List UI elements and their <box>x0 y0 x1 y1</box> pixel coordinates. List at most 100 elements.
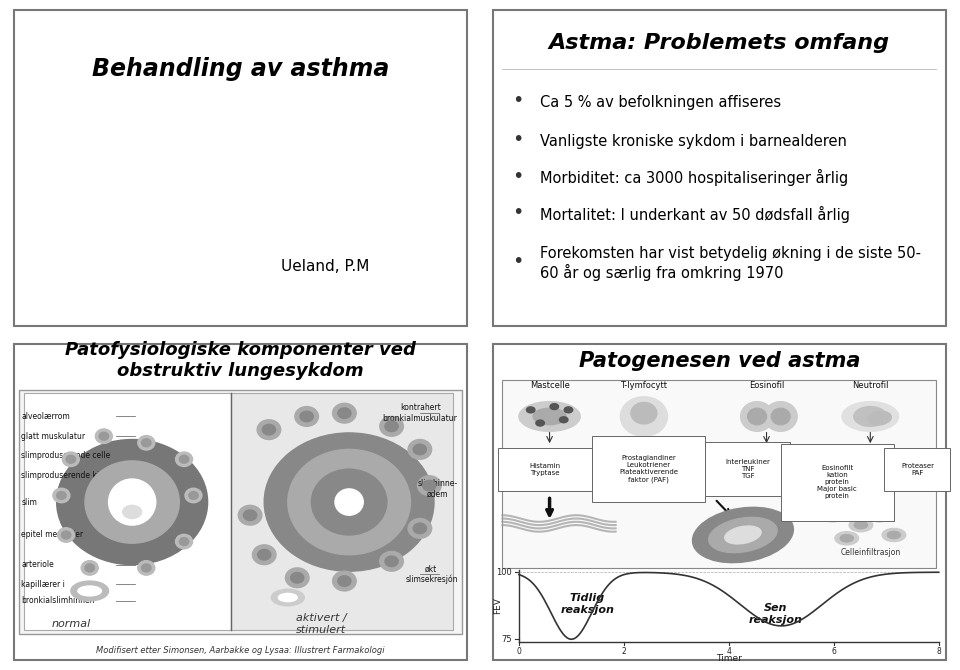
Ellipse shape <box>85 461 180 543</box>
Ellipse shape <box>332 572 356 591</box>
Text: Mortalitet: I underkant av 50 dødsfall årlig: Mortalitet: I underkant av 50 dødsfall å… <box>540 206 851 222</box>
Ellipse shape <box>244 510 256 521</box>
Text: Prostaglandiner
Leukotriener
Plateaktiverende
faktor (PAF): Prostaglandiner Leukotriener Plateaktive… <box>619 456 678 483</box>
Text: Interleukiner
TNF
TGF: Interleukiner TNF TGF <box>725 459 770 479</box>
Ellipse shape <box>418 476 441 496</box>
Ellipse shape <box>189 492 198 499</box>
Ellipse shape <box>262 424 276 435</box>
Ellipse shape <box>311 469 387 535</box>
Ellipse shape <box>413 523 426 534</box>
Ellipse shape <box>560 417 568 423</box>
FancyBboxPatch shape <box>14 10 467 326</box>
Ellipse shape <box>82 561 98 575</box>
Text: 6: 6 <box>831 647 836 656</box>
Text: kapillærer i: kapillærer i <box>21 580 65 589</box>
Ellipse shape <box>526 407 535 413</box>
Text: •: • <box>512 253 523 271</box>
Ellipse shape <box>66 456 76 463</box>
Ellipse shape <box>868 509 892 522</box>
Ellipse shape <box>550 403 559 409</box>
Ellipse shape <box>58 528 75 542</box>
Ellipse shape <box>422 480 436 491</box>
Ellipse shape <box>62 452 80 466</box>
FancyBboxPatch shape <box>493 344 946 660</box>
Ellipse shape <box>385 421 398 431</box>
Ellipse shape <box>278 594 298 602</box>
Ellipse shape <box>291 572 303 583</box>
Ellipse shape <box>180 456 189 463</box>
Text: •: • <box>512 203 523 222</box>
Ellipse shape <box>338 576 351 586</box>
Ellipse shape <box>180 537 189 545</box>
FancyBboxPatch shape <box>231 393 453 630</box>
Ellipse shape <box>141 439 151 447</box>
Ellipse shape <box>238 505 262 525</box>
Ellipse shape <box>95 429 112 444</box>
Text: T-lymfocytt: T-lymfocytt <box>620 381 667 390</box>
Ellipse shape <box>564 407 573 413</box>
Text: •: • <box>512 131 523 149</box>
Text: 8: 8 <box>936 647 941 656</box>
Ellipse shape <box>138 561 155 575</box>
Ellipse shape <box>725 526 761 544</box>
Ellipse shape <box>71 581 108 601</box>
Text: Eosinofilt
kation
protein
Major basic
protein: Eosinofilt kation protein Major basic pr… <box>817 465 857 499</box>
Text: Patogenesen ved astma: Patogenesen ved astma <box>579 350 860 371</box>
Ellipse shape <box>272 590 304 606</box>
Text: Behandling av asthma: Behandling av asthma <box>92 57 390 81</box>
Ellipse shape <box>854 521 868 529</box>
Ellipse shape <box>108 479 156 525</box>
Ellipse shape <box>408 440 432 459</box>
Text: Ca 5 % av befolkningen affiseres: Ca 5 % av befolkningen affiseres <box>540 94 781 110</box>
Ellipse shape <box>61 531 71 539</box>
Text: Sen
reaksjon: Sen reaksjon <box>749 603 803 625</box>
Ellipse shape <box>335 489 363 515</box>
Ellipse shape <box>840 535 853 542</box>
Ellipse shape <box>53 488 70 502</box>
FancyBboxPatch shape <box>884 448 950 490</box>
Ellipse shape <box>57 440 207 565</box>
Ellipse shape <box>536 420 544 426</box>
Text: Histamin
Tryptase: Histamin Tryptase <box>529 463 561 476</box>
Text: Timer: Timer <box>716 654 742 663</box>
Ellipse shape <box>264 433 434 572</box>
Text: 75: 75 <box>501 634 512 644</box>
Ellipse shape <box>849 519 873 532</box>
Ellipse shape <box>868 411 891 425</box>
Ellipse shape <box>887 531 900 539</box>
FancyBboxPatch shape <box>14 344 467 660</box>
Ellipse shape <box>300 411 313 421</box>
Text: slimproduserende celle: slimproduserende celle <box>21 452 110 460</box>
Text: glatt muskulatur: glatt muskulatur <box>21 431 85 441</box>
Ellipse shape <box>176 534 193 549</box>
Text: Ueland, P.M: Ueland, P.M <box>281 259 370 274</box>
Ellipse shape <box>519 401 580 431</box>
Ellipse shape <box>826 512 839 519</box>
Ellipse shape <box>708 517 778 553</box>
Ellipse shape <box>620 397 667 436</box>
Ellipse shape <box>874 512 886 519</box>
FancyBboxPatch shape <box>592 436 706 502</box>
Ellipse shape <box>288 450 411 555</box>
Text: Eosinofil: Eosinofil <box>749 381 784 390</box>
Ellipse shape <box>380 417 403 436</box>
Ellipse shape <box>740 401 774 431</box>
Text: økt
slimsekresjón: økt slimsekresjón <box>405 565 458 584</box>
Text: Vanligste kroniske sykdom i barnealderen: Vanligste kroniske sykdom i barnealderen <box>540 134 847 149</box>
Ellipse shape <box>138 436 155 450</box>
Ellipse shape <box>295 407 319 426</box>
Text: slimproduserende kjertel: slimproduserende kjertel <box>21 471 117 480</box>
Ellipse shape <box>99 432 108 440</box>
Ellipse shape <box>257 549 271 560</box>
Ellipse shape <box>85 564 94 572</box>
Text: 0: 0 <box>516 647 521 656</box>
Ellipse shape <box>748 408 766 425</box>
FancyBboxPatch shape <box>19 390 463 634</box>
Ellipse shape <box>332 403 356 423</box>
Ellipse shape <box>692 507 793 563</box>
Text: alveolærrom: alveolærrom <box>21 412 70 421</box>
Ellipse shape <box>338 408 351 419</box>
Ellipse shape <box>408 519 432 538</box>
Ellipse shape <box>631 403 657 424</box>
Ellipse shape <box>257 420 280 440</box>
